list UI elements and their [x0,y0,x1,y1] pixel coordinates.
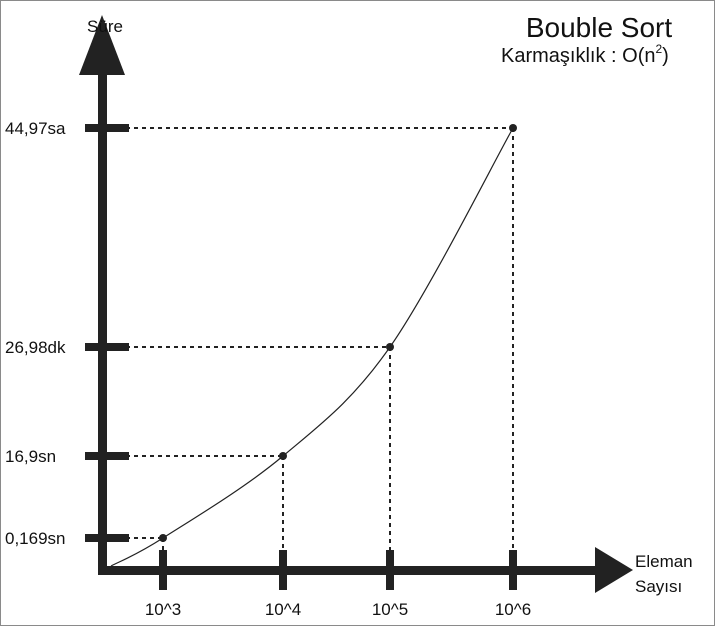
subtitle-suffix: ) [662,45,669,67]
data-point-2 [386,343,394,351]
complexity-subtitle: Karmaşıklık : O(n2) [501,42,669,67]
data-point-1 [279,452,287,460]
x-tick-mark-0 [159,550,167,590]
y-tick-mark-0 [85,534,129,542]
x-axis-title-line1: Eleman [635,552,693,571]
x-tick-mark-1 [279,550,287,590]
x-tick-label-0: 10^3 [145,600,181,619]
chart-title: Bouble Sort [526,12,673,43]
x-axis-title-line2: Sayısı [635,577,682,596]
data-point-3 [509,124,517,132]
x-tick-label-3: 10^6 [495,600,531,619]
subtitle-exponent: 2 [655,42,662,56]
x-tick-mark-2 [386,550,394,590]
y-tick-label-2: 26,98dk [5,338,66,357]
x-tick-mark-3 [509,550,517,590]
x-tick-label-1: 10^4 [265,600,301,619]
x-tick-label-2: 10^5 [372,600,408,619]
x-axis-line [98,566,618,575]
y-axis-line [98,61,107,575]
y-tick-label-0: 0,169sn [5,529,66,548]
y-tick-mark-3 [85,124,129,132]
subtitle-prefix: Karmaşıklık : O(n [501,45,655,67]
y-tick-label-1: 16,9sn [5,447,56,466]
data-point-0 [159,534,167,542]
y-axis-title: Süre [87,17,123,36]
y-axis-arrow [79,15,125,75]
y-tick-mark-1 [85,452,129,460]
x-axis-arrow [595,547,633,593]
y-tick-mark-2 [85,343,129,351]
y-tick-label-3: 44,97sa [5,119,66,138]
